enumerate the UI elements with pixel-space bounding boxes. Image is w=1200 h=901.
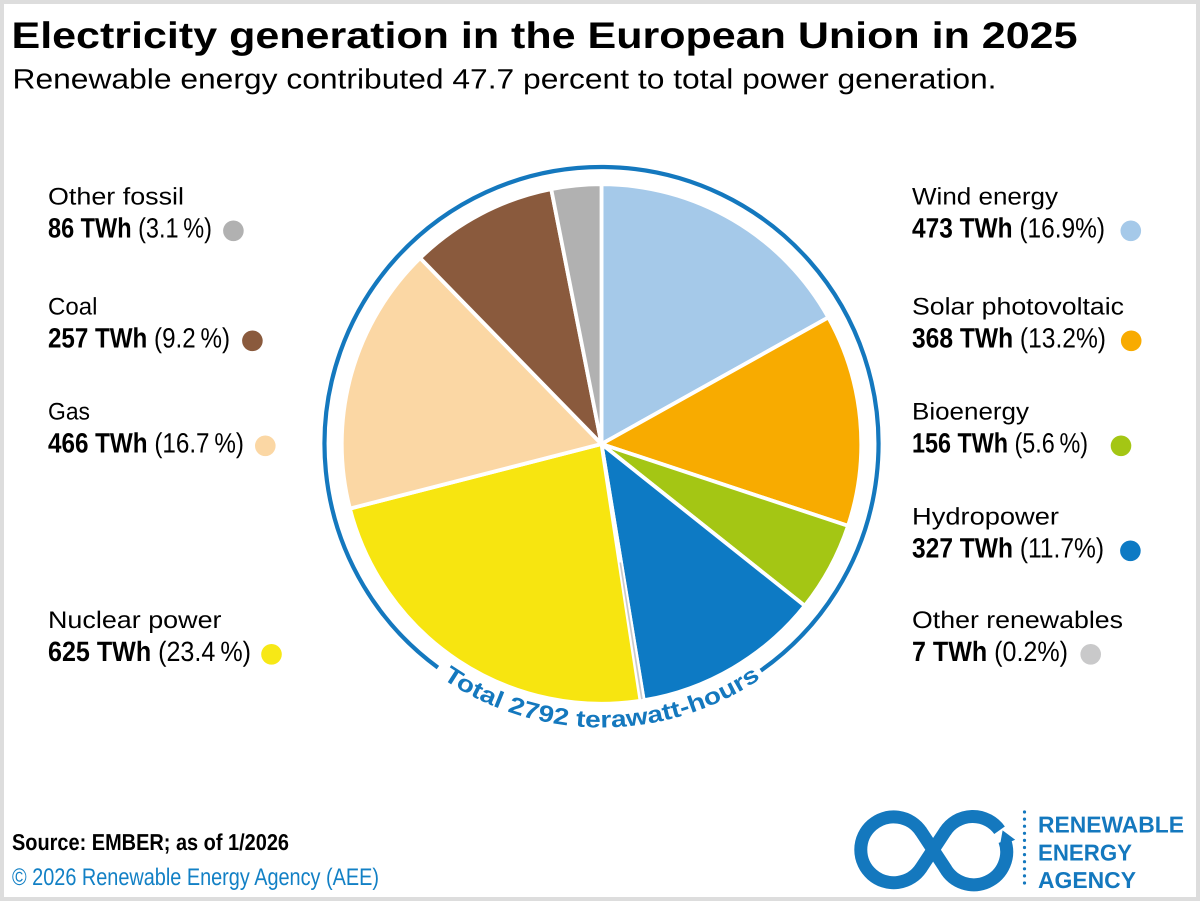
svg-text:Hydropower: Hydropower (912, 503, 1059, 530)
svg-text:368 TWh (13.2%): 368 TWh (13.2%) (912, 323, 1106, 354)
svg-text:156 TWh (5.6 %): 156 TWh (5.6 %) (912, 428, 1088, 459)
svg-text:Wind energy: Wind energy (912, 183, 1058, 210)
svg-text:327 TWh (11.7%): 327 TWh (11.7%) (912, 533, 1104, 564)
svg-text:Other renewables: Other renewables (912, 607, 1123, 634)
svg-text:86 TWh (3.1 %): 86 TWh (3.1 %) (48, 213, 212, 244)
svg-text:Renewable energy contributed 4: Renewable energy contributed 47.7 percen… (13, 64, 997, 95)
svg-text:466 TWh (16.7 %): 466 TWh (16.7 %) (48, 428, 244, 459)
svg-text:Electricity generation in the: Electricity generation in the European U… (12, 15, 1078, 56)
svg-text:7 TWh (0.2%): 7 TWh (0.2%) (912, 636, 1068, 667)
svg-text:RENEWABLE: RENEWABLE (1038, 812, 1184, 838)
svg-text:ENERGY: ENERGY (1038, 839, 1132, 865)
svg-text:Bioenergy: Bioenergy (912, 398, 1029, 425)
svg-text:Solar photovoltaic: Solar photovoltaic (912, 293, 1124, 320)
svg-text:Coal: Coal (48, 293, 97, 320)
svg-text:© 2026 Renewable Energy Agency: © 2026 Renewable Energy Agency (AEE) (12, 864, 379, 891)
svg-text:AGENCY: AGENCY (1038, 867, 1136, 893)
svg-text:473 TWh (16.9%): 473 TWh (16.9%) (912, 213, 1105, 244)
svg-text:625 TWh (23.4 %): 625 TWh (23.4 %) (48, 636, 251, 667)
svg-text:257 TWh (9.2 %): 257 TWh (9.2 %) (48, 323, 230, 354)
svg-text:Gas: Gas (48, 398, 90, 425)
svg-text:Source: EMBER; as of 1/2026: Source: EMBER; as of 1/2026 (12, 829, 289, 855)
svg-text:Nuclear power: Nuclear power (48, 607, 222, 634)
svg-text:Other fossil: Other fossil (48, 183, 184, 210)
